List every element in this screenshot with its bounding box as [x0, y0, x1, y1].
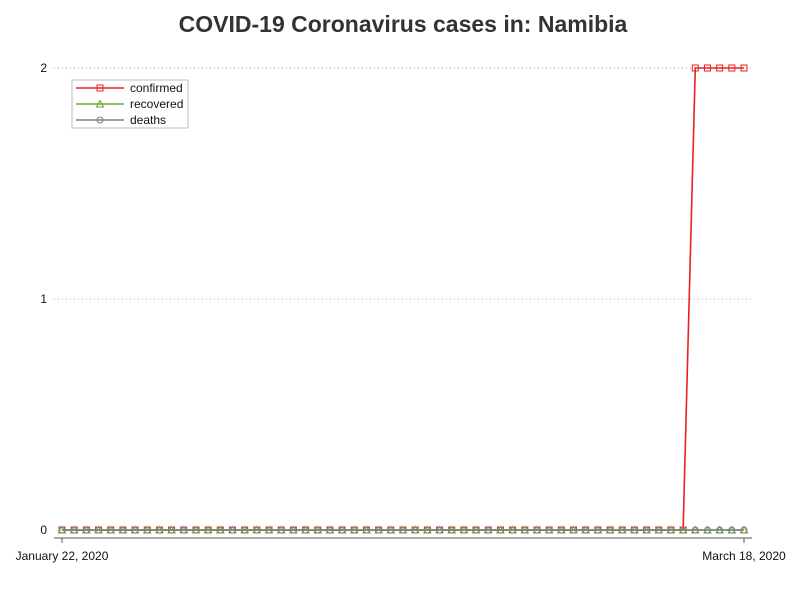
data-point-deaths	[399, 526, 407, 534]
data-point-confirmed	[703, 64, 711, 72]
data-point-deaths	[326, 526, 334, 534]
y-tick-label-2: 2	[40, 61, 47, 75]
data-point-deaths	[168, 526, 176, 534]
data-point-deaths	[338, 526, 346, 534]
data-point-confirmed	[716, 64, 724, 72]
data-point-deaths	[241, 526, 249, 534]
data-point-deaths	[643, 526, 651, 534]
data-point-deaths	[570, 526, 577, 534]
x-tick-label-end: March 18, 2020	[702, 549, 786, 563]
chart-title: COVID-19 Coronavirus cases in: Namibia	[179, 11, 628, 37]
data-point-deaths	[131, 526, 139, 534]
legend-label-deaths: deaths	[130, 113, 166, 127]
data-point-confirmed	[691, 64, 699, 72]
data-point-deaths	[107, 526, 115, 534]
data-point-deaths	[521, 526, 529, 534]
data-point-deaths	[155, 526, 163, 534]
data-point-deaths	[594, 526, 602, 534]
data-point-deaths	[582, 526, 590, 534]
data-point-deaths	[448, 526, 456, 534]
series-deaths	[58, 526, 748, 534]
data-point-deaths	[95, 526, 103, 534]
data-point-confirmed	[740, 64, 748, 72]
data-point-deaths	[265, 526, 273, 534]
legend-marker-deaths	[96, 116, 104, 124]
data-point-deaths	[387, 526, 395, 534]
legend-label-confirmed: confirmed	[130, 81, 183, 95]
data-point-deaths	[192, 526, 200, 534]
data-point-deaths	[423, 526, 431, 534]
data-point-deaths	[436, 526, 444, 534]
data-point-deaths	[277, 526, 285, 534]
data-point-deaths	[253, 526, 261, 534]
legend-marker-recovered	[95, 99, 105, 108]
data-point-deaths	[691, 526, 699, 534]
data-point-deaths	[411, 526, 419, 534]
data-point-deaths	[703, 526, 711, 534]
data-point-deaths	[70, 526, 78, 534]
data-point-deaths	[143, 526, 151, 534]
data-point-deaths	[82, 526, 90, 534]
data-point-deaths	[314, 526, 322, 534]
data-point-deaths	[740, 526, 748, 534]
data-point-deaths	[350, 526, 358, 534]
grid	[54, 67, 752, 300]
data-point-deaths	[229, 526, 236, 534]
data-point-deaths	[667, 526, 675, 534]
data-point-deaths	[460, 526, 468, 534]
data-point-deaths	[375, 526, 383, 534]
data-point-deaths	[533, 526, 541, 534]
data-point-deaths	[728, 526, 736, 534]
data-point-deaths	[606, 526, 614, 534]
data-point-deaths	[289, 526, 297, 534]
data-point-deaths	[496, 526, 504, 534]
legend-marker-confirmed	[96, 84, 104, 92]
data-point-deaths	[302, 526, 310, 534]
data-point-deaths	[119, 526, 127, 534]
data-point-deaths	[509, 526, 517, 534]
data-point-deaths	[545, 526, 553, 534]
series	[57, 64, 749, 534]
data-point-confirmed	[728, 64, 736, 72]
axes: January 22, 2020 March 18, 2020 0 1 2	[16, 61, 786, 563]
data-point-deaths	[216, 526, 224, 534]
data-point-deaths	[630, 526, 638, 534]
y-tick-label-0: 0	[40, 523, 47, 537]
legend: confirmed recovered deaths	[71, 79, 189, 129]
data-point-deaths	[58, 526, 66, 534]
data-point-deaths	[679, 526, 687, 534]
data-point-deaths	[204, 526, 212, 534]
data-point-deaths	[180, 526, 188, 534]
data-point-deaths	[716, 526, 724, 534]
data-point-deaths	[618, 526, 626, 534]
data-point-deaths	[362, 526, 370, 534]
data-point-deaths	[557, 526, 565, 534]
data-point-deaths	[655, 526, 663, 534]
data-point-deaths	[472, 526, 480, 534]
y-tick-label-1: 1	[40, 292, 47, 306]
data-point-deaths	[484, 526, 492, 534]
legend-label-recovered: recovered	[130, 97, 183, 111]
x-tick-label-start: January 22, 2020	[16, 549, 109, 563]
